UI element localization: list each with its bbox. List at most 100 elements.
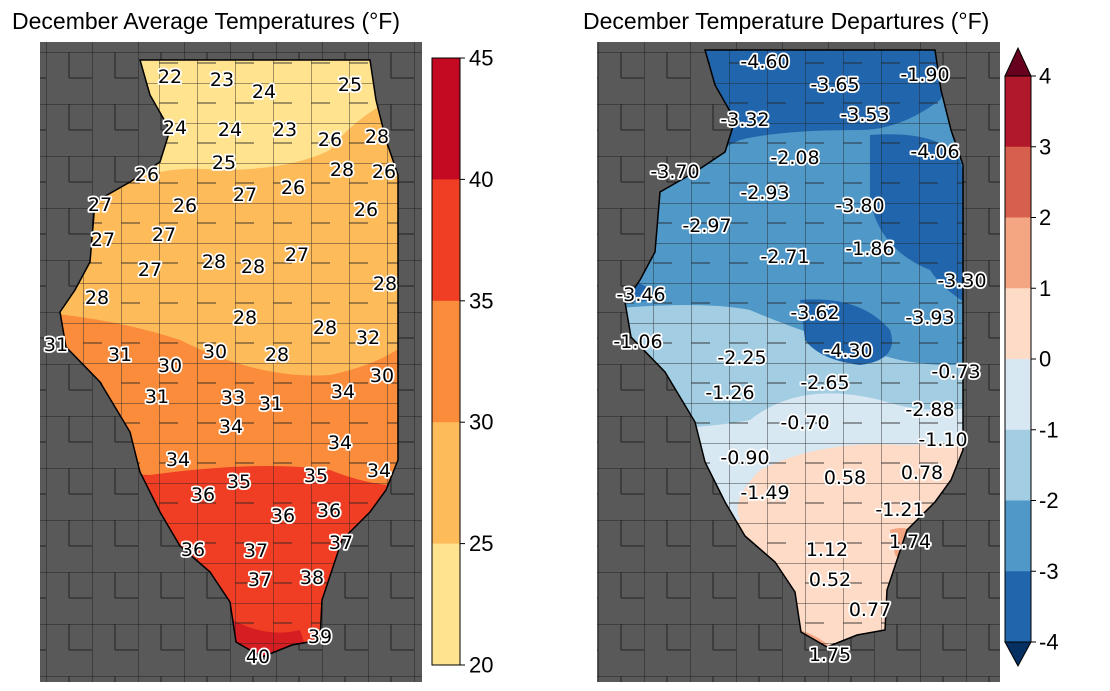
station-value-label: 37 (248, 569, 272, 591)
colorbar-tick-label: -4 (1039, 630, 1059, 655)
colorbar-tick-label: 25 (469, 531, 493, 556)
colorbar-tick-label: -3 (1039, 559, 1059, 584)
station-value-label: 27 (285, 244, 309, 266)
station-value-label: 40 (246, 646, 270, 668)
colorbar-tick-label: -2 (1039, 488, 1059, 513)
station-value-label: 38 (300, 567, 324, 589)
station-value-label: 28 (373, 273, 397, 295)
station-value-label: 27 (91, 229, 115, 251)
station-value-label: 1.74 (889, 531, 931, 553)
station-value-label: -3.46 (616, 284, 665, 306)
station-value-label: -0.70 (780, 412, 829, 434)
right-colorbar: 4 3 2 1 0 -1 -2 -3 -4 (1004, 46, 1059, 668)
colorbar-tick-label: 3 (1039, 134, 1051, 159)
station-value-label: 22 (158, 66, 182, 88)
station-value-label: 26 (135, 164, 159, 186)
colorbar-bin (1005, 571, 1031, 643)
colorbar-bin (432, 422, 460, 545)
station-value-label: -3.32 (720, 109, 769, 131)
colorbar-tick-label: 40 (469, 167, 493, 192)
station-value-label: 35 (304, 465, 328, 487)
colorbar-tick-label: 1 (1039, 276, 1051, 301)
station-value-label: 28 (313, 317, 337, 339)
station-value-label: 36 (191, 484, 215, 506)
colorbar-bin (1005, 146, 1031, 218)
station-value-label: 28 (241, 256, 265, 278)
station-value-label: 32 (356, 327, 380, 349)
colorbar-tick-label: -1 (1039, 417, 1059, 442)
station-value-label: 25 (338, 74, 362, 96)
colorbar-tick-label: 30 (469, 410, 493, 435)
station-value-label: 28 (233, 307, 257, 329)
station-value-label: -1.21 (875, 499, 924, 521)
station-value-label: 30 (370, 365, 394, 387)
colorbar-tick-label: 0 (1039, 347, 1051, 372)
station-value-label: 26 (372, 161, 396, 183)
left-map-title: December Average Temperatures (°F) (12, 8, 401, 34)
station-value-label: 26 (318, 129, 342, 151)
colorbar-tick-label: 45 (469, 46, 493, 71)
station-value-label: -2.08 (770, 147, 819, 169)
colorbar-bin (432, 179, 460, 302)
station-value-label: 26 (281, 177, 305, 199)
station-value-label: -3.65 (810, 74, 859, 96)
colorbar-over-arrow (1004, 46, 1032, 77)
station-value-label: -1.90 (900, 64, 949, 86)
station-value-label: 24 (252, 81, 276, 103)
station-value-label: 39 (308, 626, 332, 648)
station-value-label: 0.78 (901, 462, 943, 484)
station-value-label: -3.62 (790, 302, 839, 324)
station-value-label: 28 (265, 344, 289, 366)
station-value-label: 34 (166, 449, 190, 471)
station-value-label: -1.06 (613, 331, 662, 353)
station-value-label: 26 (354, 199, 378, 221)
station-value-label: 0.77 (849, 599, 891, 621)
station-value-label: -4.60 (740, 51, 789, 73)
right-map-title: December Temperature Departures (°F) (583, 8, 990, 34)
station-value-label: -0.90 (720, 447, 769, 469)
station-value-label: -1.26 (705, 382, 754, 404)
station-value-label: 31 (108, 344, 132, 366)
left-colorbar: 45 40 35 30 25 20 (431, 46, 493, 678)
station-value-label: -1.49 (740, 482, 789, 504)
station-value-label: 0.58 (824, 467, 866, 489)
colorbar-bin (1005, 76, 1031, 148)
station-value-label: 28 (365, 126, 389, 148)
station-value-label: 30 (158, 355, 182, 377)
station-value-label: -4.30 (823, 340, 872, 362)
station-value-label: -2.88 (905, 399, 954, 421)
station-value-label: 23 (273, 119, 297, 141)
station-value-label: 37 (329, 532, 353, 554)
station-value-label: 35 (227, 471, 251, 493)
station-value-label: -2.93 (740, 182, 789, 204)
colorbar-bin (1005, 359, 1031, 431)
station-value-label: 1.12 (806, 539, 848, 561)
colorbar-tick-label: 2 (1039, 205, 1051, 230)
station-value-label: 31 (44, 334, 68, 356)
station-value-label: -2.25 (717, 347, 766, 369)
colorbar-tick-label: 20 (469, 653, 493, 678)
station-value-label: -0.73 (931, 361, 980, 383)
station-value-label: -3.30 (937, 270, 986, 292)
station-value-label: -3.93 (905, 307, 954, 329)
station-value-label: 33 (221, 387, 245, 409)
station-value-label: -3.80 (835, 195, 884, 217)
colorbar-under-arrow (1004, 641, 1032, 668)
right-map: -4.60 -3.65 -1.90 -3.32 -3.53 -2.08 -4.06 -3.70… (597, 42, 1059, 682)
station-value-label: 34 (219, 416, 243, 438)
station-value-label: -1.86 (845, 238, 894, 260)
station-value-label: 28 (202, 251, 226, 273)
colorbar-bin (1005, 429, 1031, 501)
colorbar-tick-label: 35 (469, 288, 493, 313)
station-value-label: -1.10 (918, 429, 967, 451)
station-value-label: 31 (259, 393, 283, 415)
colorbar-bin (432, 300, 460, 423)
colorbar-bin (1005, 217, 1031, 289)
station-value-label: 28 (85, 287, 109, 309)
station-value-label: 27 (152, 224, 176, 246)
station-value-label: 34 (328, 432, 352, 454)
station-value-label: 31 (145, 386, 169, 408)
station-value-label: 24 (218, 119, 242, 141)
station-value-label: -4.06 (910, 141, 959, 163)
